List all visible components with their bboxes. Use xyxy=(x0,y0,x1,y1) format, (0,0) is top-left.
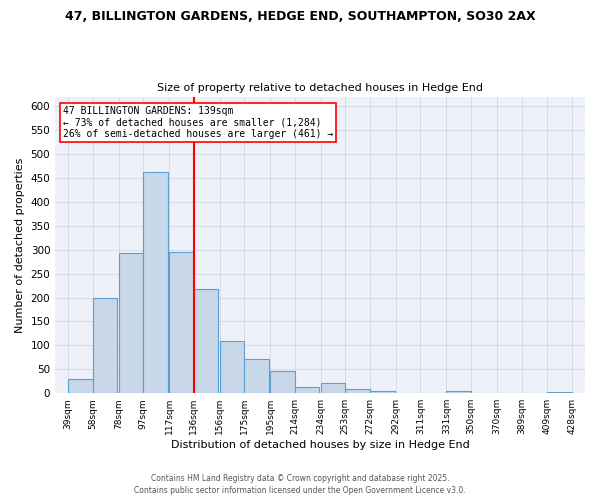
Bar xyxy=(244,359,269,393)
Text: 47 BILLINGTON GARDENS: 139sqm
← 73% of detached houses are smaller (1,284)
26% o: 47 BILLINGTON GARDENS: 139sqm ← 73% of d… xyxy=(63,106,333,140)
Text: 47, BILLINGTON GARDENS, HEDGE END, SOUTHAMPTON, SO30 2AX: 47, BILLINGTON GARDENS, HEDGE END, SOUTH… xyxy=(65,10,535,23)
Bar xyxy=(321,382,346,393)
Bar xyxy=(194,289,218,393)
Title: Size of property relative to detached houses in Hedge End: Size of property relative to detached ho… xyxy=(157,83,483,93)
Text: Contains HM Land Registry data © Crown copyright and database right 2025.
Contai: Contains HM Land Registry data © Crown c… xyxy=(134,474,466,495)
Bar xyxy=(547,392,572,393)
Bar xyxy=(446,391,471,393)
Bar xyxy=(93,298,118,393)
Bar xyxy=(346,389,370,393)
X-axis label: Distribution of detached houses by size in Hedge End: Distribution of detached houses by size … xyxy=(171,440,469,450)
Bar xyxy=(295,387,319,393)
Bar xyxy=(220,340,244,393)
Bar xyxy=(68,379,93,393)
Y-axis label: Number of detached properties: Number of detached properties xyxy=(15,157,25,332)
Bar xyxy=(270,371,295,393)
Bar xyxy=(143,172,168,393)
Bar xyxy=(119,254,143,393)
Bar xyxy=(169,252,194,393)
Bar xyxy=(370,391,395,393)
